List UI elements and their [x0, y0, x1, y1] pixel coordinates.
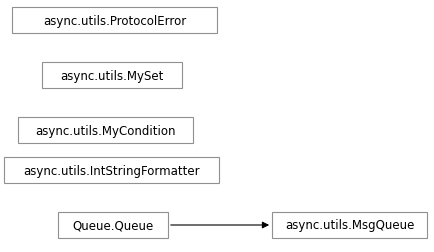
Text: async.utils.MsgQueue: async.utils.MsgQueue	[284, 219, 413, 232]
FancyBboxPatch shape	[4, 158, 218, 183]
Text: Queue.Queue: Queue.Queue	[72, 219, 153, 232]
FancyBboxPatch shape	[18, 117, 193, 143]
Text: async.utils.MyCondition: async.utils.MyCondition	[35, 124, 175, 137]
Text: async.utils.MySet: async.utils.MySet	[60, 69, 163, 82]
Text: async.utils.ProtocolError: async.utils.ProtocolError	[43, 14, 186, 27]
Text: async.utils.IntStringFormatter: async.utils.IntStringFormatter	[23, 164, 199, 177]
FancyBboxPatch shape	[271, 212, 426, 238]
FancyBboxPatch shape	[58, 212, 168, 238]
FancyBboxPatch shape	[42, 63, 181, 89]
FancyBboxPatch shape	[12, 8, 217, 34]
